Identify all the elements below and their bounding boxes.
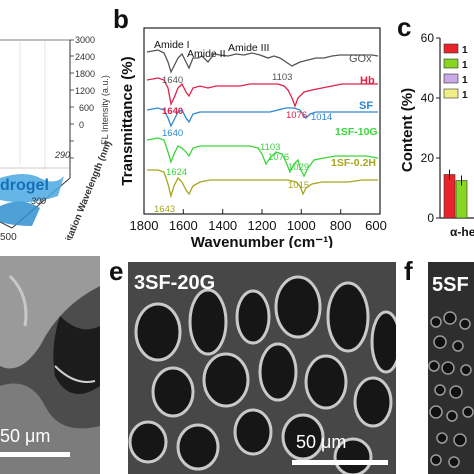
excitation-tick-290: 290 [54, 150, 70, 160]
content-ytick-40: 40 [421, 91, 435, 105]
series-label-1sf-10g: 1SF-10G [335, 126, 378, 138]
fl-tick-600: 600 [79, 103, 94, 113]
series-label-hb: Hb [360, 75, 375, 87]
amide-ii-label: Amide II [187, 48, 226, 60]
legend-swatch-green [443, 58, 459, 69]
amide-i-label: Amide I [154, 39, 190, 51]
ftir-xtick-600: 600 [365, 218, 387, 233]
scale-bar-d [0, 452, 70, 457]
ftir-xtick-1800: 1800 [130, 218, 159, 233]
content-bar-chart: Content (%) 60 40 20 0 1 1 1 1 α-he [399, 31, 474, 239]
peak-g-1624: 1624 [166, 167, 187, 178]
series-line-gox [146, 49, 379, 74]
panel-c-letter: c [397, 12, 412, 42]
amide-iii-label: Amide III [228, 42, 269, 54]
scale-text-d: 50 μm [0, 426, 51, 446]
ftir-chart: 1800 1600 1400 1200 1000 800 600 Wavenum… [119, 27, 387, 248]
series-label-gox: GOx [349, 53, 372, 65]
hydrogel-label: drogel [0, 177, 49, 194]
legend-swatch-red [443, 43, 459, 54]
series-line-hb [146, 77, 378, 108]
ftir-xtick-800: 800 [330, 218, 352, 233]
peak-g-1076: 1076 [268, 152, 289, 163]
ftir-xtick-1200: 1200 [248, 218, 277, 233]
panel-f-letter: f [404, 256, 413, 286]
bar-series-2 [455, 180, 468, 219]
fl-tick-0: 0 [79, 120, 84, 130]
series-line-1sf-0-2h [147, 169, 378, 199]
series-label-sf: SF [359, 100, 373, 112]
fl-tick-2400: 2400 [75, 52, 95, 62]
legend-label-1: 1 [462, 45, 468, 56]
fl-tick-1200: 1200 [75, 86, 95, 96]
peak-hb-1076: 1076 [286, 110, 307, 121]
peak-gox-1640: 1640 [162, 75, 183, 86]
ftir-xtick-1000: 1000 [287, 218, 316, 233]
content-ytick-20: 20 [421, 151, 435, 165]
peak-hb-1640: 1640 [162, 106, 183, 117]
peak-h-1643: 1643 [154, 204, 175, 215]
series-label-1sf-0-2h: 1SF-0.2H [331, 157, 376, 169]
ftir-xtick-1400: 1400 [208, 218, 237, 233]
ftir-ylabel: Transmittance (%) [119, 56, 136, 185]
panel-e-letter: e [109, 256, 124, 286]
legend-swatch-yellow [443, 88, 459, 99]
peak-gox-1103: 1103 [272, 72, 292, 83]
content-xcat-label: α-he [450, 225, 474, 239]
sem-image-f: 5SF [428, 262, 474, 474]
content-ytick-0: 0 [427, 211, 434, 225]
ftir-xlabel: Wavenumber (cm⁻¹) [191, 234, 333, 248]
panel-a-plot: 3000 2400 1800 1200 600 0 FL Intensity (… [0, 35, 114, 240]
fl-intensity-label: FL Intensity (a.u.) [100, 75, 110, 145]
scale-text-e: 50 μm [296, 432, 347, 452]
bar-series-1 [443, 174, 456, 219]
peak-sf-1640: 1640 [162, 128, 183, 139]
excitation-tick-300: 300 [31, 196, 46, 206]
legend-label-3: 1 [462, 75, 468, 86]
peak-sf-1014: 1014 [311, 112, 332, 123]
fl-tick-3000: 3000 [75, 35, 95, 45]
panel-b-letter: b [113, 4, 129, 34]
content-ylabel: Content (%) [399, 88, 416, 172]
legend-swatch-purple [443, 73, 459, 84]
legend-label-2: 1 [462, 60, 468, 71]
legend-label-4: 1 [462, 90, 468, 101]
sem-label-f: 5SF [432, 274, 469, 296]
sem-image-d: 50 μm [0, 256, 100, 474]
peak-h-1015: 1015 [288, 180, 309, 191]
sem-label-e: 3SF-20G [134, 272, 216, 294]
series-line-sf [146, 107, 378, 128]
sem-image-e: 3SF-20G 50 μm [128, 262, 396, 474]
content-ytick-60: 60 [421, 31, 435, 45]
fl-tick-1800: 1800 [75, 69, 95, 79]
peak-g-1029: 1029 [288, 162, 309, 173]
scale-bar-e [292, 460, 388, 465]
series-line-1sf-10g [146, 137, 379, 178]
ftir-xtick-1600: 1600 [169, 218, 198, 233]
emission-tick-500: 500 [0, 232, 17, 240]
peak-g-1103: 1103 [260, 142, 280, 153]
